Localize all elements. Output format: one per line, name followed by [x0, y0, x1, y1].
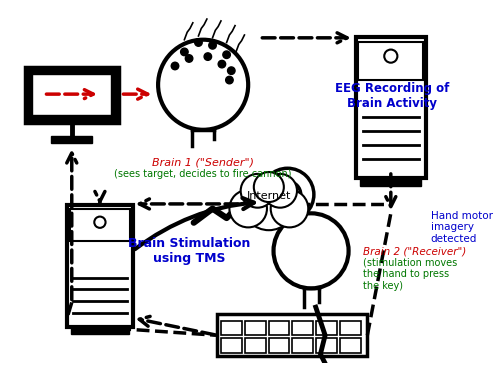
Text: EEG Recording of
Brain Activity: EEG Recording of Brain Activity: [334, 82, 449, 110]
Bar: [221, 338, 242, 352]
Text: Brain Stimulation
using TMS: Brain Stimulation using TMS: [128, 237, 250, 265]
Bar: [360, 178, 422, 186]
Bar: [316, 321, 337, 335]
Bar: [217, 314, 368, 356]
Bar: [292, 321, 313, 335]
Text: Internet: Internet: [246, 191, 291, 201]
Circle shape: [270, 190, 308, 227]
Circle shape: [230, 190, 267, 227]
Circle shape: [171, 62, 178, 70]
Circle shape: [226, 76, 233, 84]
Bar: [268, 321, 289, 335]
Circle shape: [254, 172, 284, 202]
Circle shape: [240, 174, 274, 208]
Bar: [221, 321, 242, 335]
Bar: [244, 321, 266, 335]
Text: Brain 2 ("Receiver"): Brain 2 ("Receiver"): [362, 246, 466, 256]
Bar: [25, 66, 118, 123]
Bar: [70, 209, 130, 241]
Circle shape: [209, 42, 216, 49]
Text: (stimulation moves
the hand to press
the key): (stimulation moves the hand to press the…: [362, 257, 457, 291]
Text: Hand motor
imagery
detected: Hand motor imagery detected: [430, 211, 492, 244]
Circle shape: [242, 178, 295, 230]
Bar: [340, 338, 361, 352]
Circle shape: [228, 67, 235, 74]
Text: (sees target, decides to fire cannon): (sees target, decides to fire cannon): [114, 169, 292, 179]
Bar: [358, 42, 423, 80]
Circle shape: [180, 48, 188, 56]
Text: Brain 1 ("Sender"): Brain 1 ("Sender"): [152, 157, 254, 167]
Circle shape: [186, 55, 193, 62]
Bar: [32, 74, 111, 116]
Bar: [268, 338, 289, 352]
Bar: [292, 338, 313, 352]
Circle shape: [194, 39, 202, 46]
Bar: [356, 38, 426, 178]
Circle shape: [263, 174, 297, 208]
Circle shape: [204, 53, 212, 60]
Bar: [244, 338, 266, 352]
Circle shape: [223, 51, 230, 58]
Bar: [67, 206, 133, 327]
Bar: [340, 321, 361, 335]
Bar: [316, 338, 337, 352]
Bar: [51, 136, 92, 144]
Circle shape: [218, 60, 226, 68]
Bar: [71, 327, 129, 334]
